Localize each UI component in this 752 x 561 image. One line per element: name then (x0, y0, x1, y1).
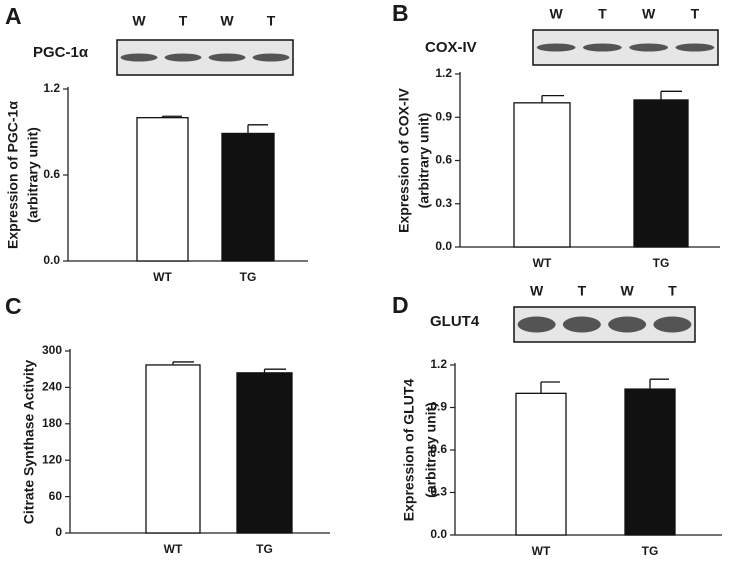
blot-name: GLUT4 (430, 313, 480, 330)
y-tick-label: 0.3 (430, 485, 447, 499)
blot-lane-label: T (578, 283, 587, 299)
x-tick-label: TG (256, 542, 273, 556)
blot-band (517, 316, 556, 333)
blot-lane-label: W (220, 13, 234, 29)
x-tick-label: TG (653, 256, 670, 270)
bar (513, 102, 571, 248)
x-tick-label: WT (153, 270, 172, 284)
blot-lane-label: T (598, 6, 607, 22)
y-tick-label: 0.9 (430, 400, 447, 414)
blot-lane-label: T (267, 13, 276, 29)
bar (136, 117, 189, 262)
y-axis-label: Citrate Synthase Activity (21, 360, 37, 525)
y-axis-label: (arbitrary unit) (25, 127, 41, 223)
x-tick-label: WT (533, 256, 552, 270)
y-axis-label: Expression of COX-IV (396, 87, 412, 232)
panel-label: A (5, 3, 22, 29)
y-axis-label: (arbitrary unit) (423, 402, 439, 498)
bar (221, 132, 275, 262)
y-tick-label: 0.0 (435, 239, 452, 253)
y-tick-label: 1.2 (43, 81, 60, 95)
y-tick-label: 1.2 (435, 66, 452, 80)
y-tick-label: 0.9 (435, 109, 452, 123)
bar (236, 372, 293, 534)
x-tick-label: TG (642, 544, 659, 558)
y-axis-label: Expression of PGC-1α (5, 101, 21, 249)
y-tick-label: 0.3 (435, 196, 452, 210)
blot-lane-label: W (530, 283, 544, 299)
blot-lane-label: W (132, 13, 146, 29)
x-tick-label: TG (240, 270, 257, 284)
panel-label: D (392, 292, 409, 318)
blot-lane-label: T (691, 6, 700, 22)
bar (624, 388, 676, 536)
blot-name: COX-IV (425, 39, 477, 56)
panel-label: B (392, 0, 409, 26)
y-tick-label: 0.6 (435, 153, 452, 167)
y-tick-label: 180 (42, 416, 62, 430)
x-tick-label: WT (164, 542, 183, 556)
y-tick-label: 240 (42, 380, 62, 394)
blot-band (208, 53, 246, 62)
blot-band (252, 53, 290, 62)
bar (633, 99, 689, 248)
blot-band (675, 43, 715, 52)
blot-lane-label: W (621, 283, 635, 299)
y-axis-label: Expression of GLUT4 (401, 379, 417, 522)
blot-band (536, 43, 576, 52)
x-tick-label: WT (532, 544, 551, 558)
bar (515, 392, 567, 536)
blot-band (629, 43, 669, 52)
blot-band (653, 316, 692, 333)
blot-band (164, 53, 202, 62)
y-tick-label: 0.6 (43, 167, 60, 181)
y-tick-label: 0.0 (430, 527, 447, 541)
blot-lane-label: W (642, 6, 656, 22)
y-tick-label: 120 (42, 452, 62, 466)
y-tick-label: 0.0 (43, 253, 60, 267)
bar (145, 364, 201, 534)
blot-band (562, 316, 601, 333)
blot-lane-label: W (550, 6, 564, 22)
panel-label: C (5, 293, 22, 319)
blot-lane-label: T (668, 283, 677, 299)
blot-band (582, 43, 622, 52)
y-tick-label: 0 (55, 525, 62, 539)
y-tick-label: 1.2 (430, 357, 447, 371)
blot-band (608, 316, 647, 333)
y-tick-label: 0.6 (430, 442, 447, 456)
blot-name: PGC-1α (33, 44, 89, 61)
blot-lane-label: T (179, 13, 188, 29)
y-axis-label: (arbitrary unit) (416, 113, 432, 209)
y-tick-label: 300 (42, 343, 62, 357)
y-tick-label: 60 (49, 489, 63, 503)
blot-band (120, 53, 158, 62)
